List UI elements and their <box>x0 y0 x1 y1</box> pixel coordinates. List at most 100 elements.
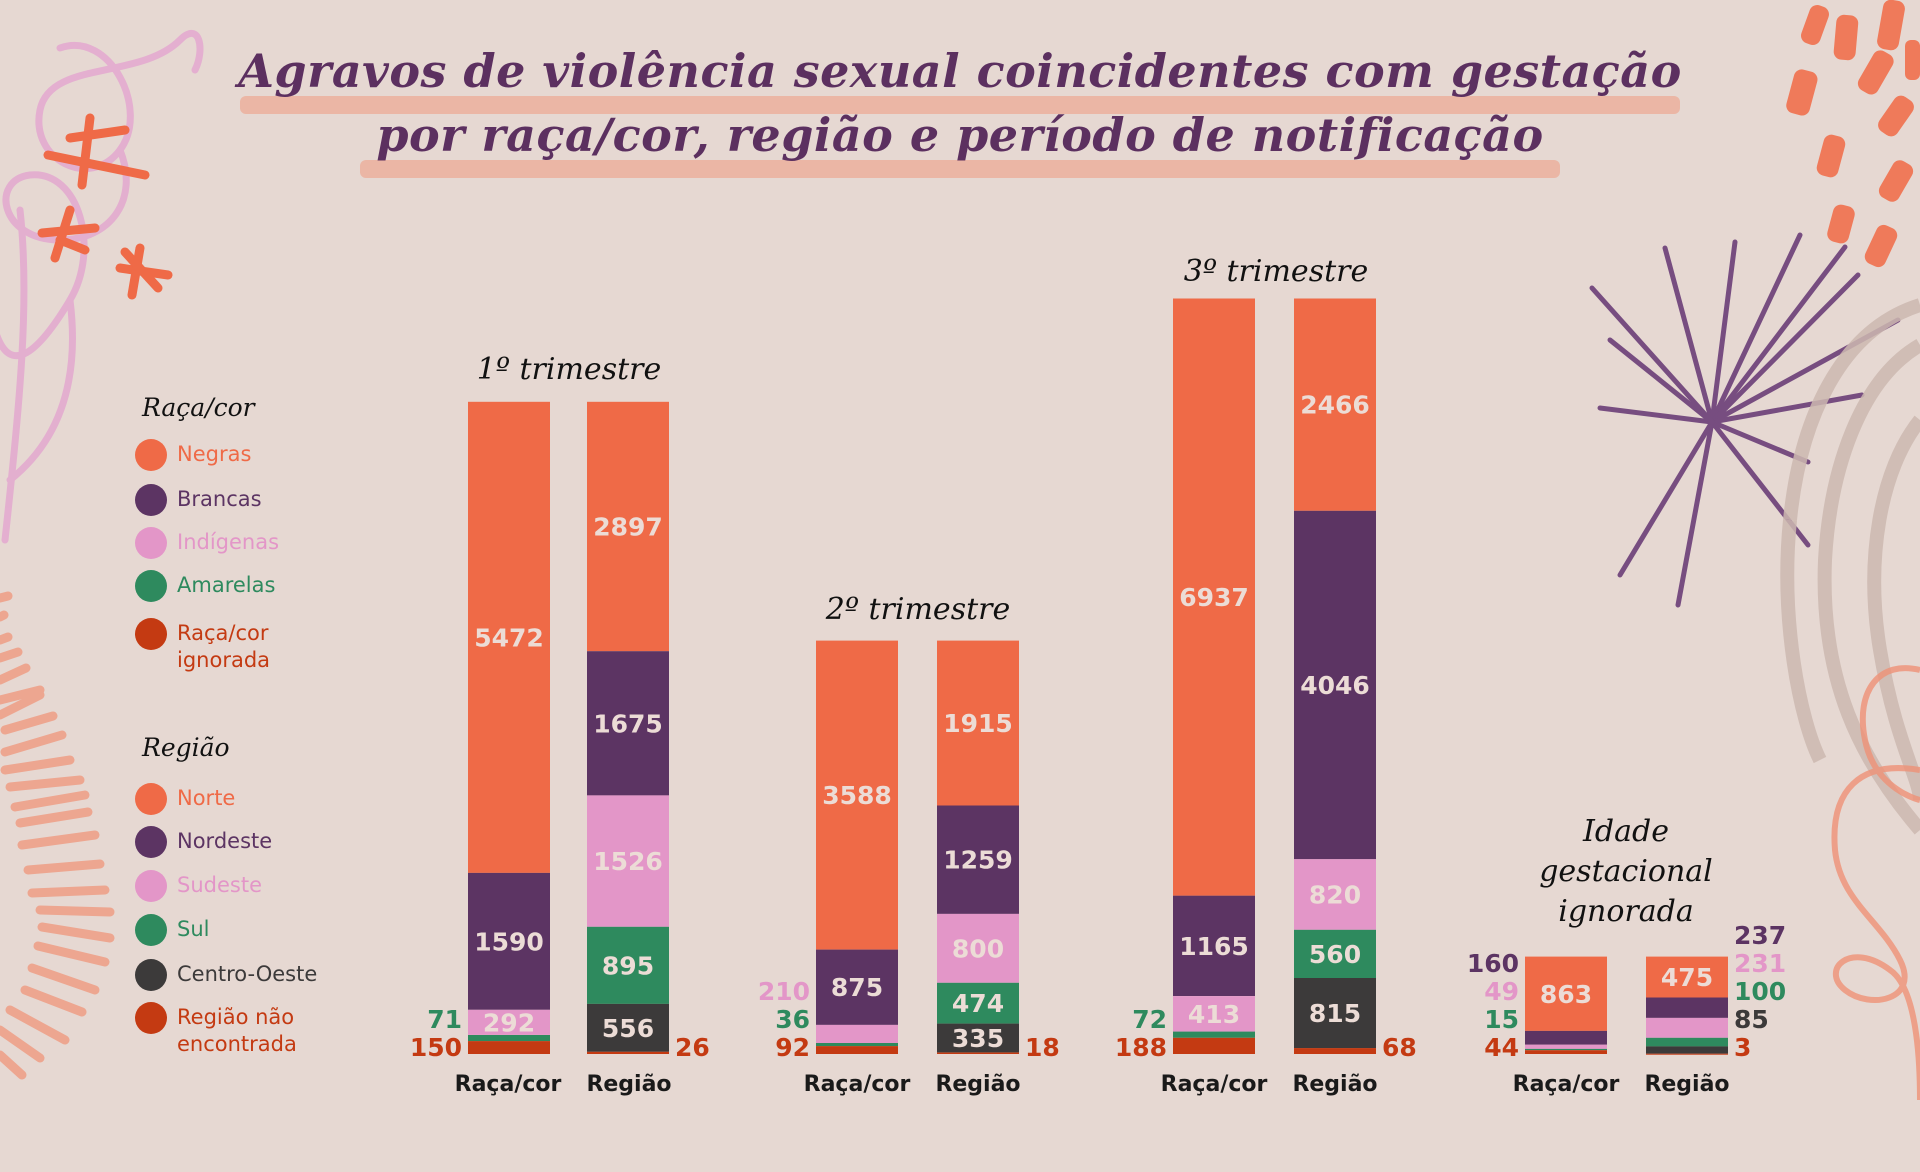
bar-segment-ind-genas <box>816 1024 898 1043</box>
bar-segment-centro-oeste <box>587 1003 669 1052</box>
side-value-label: 26 <box>675 1033 710 1062</box>
segment-value-label: 1590 <box>474 927 544 956</box>
side-value-label: 100 <box>1734 977 1786 1006</box>
legend-label: Amarelas <box>177 573 276 597</box>
bar-segment-ra-a-cor-ignorada <box>1525 1050 1607 1054</box>
legend-label: Região não encontrada <box>177 1005 297 1056</box>
legend-item-sudeste: Sudeste <box>135 870 262 902</box>
bar-segment-sudeste <box>1646 1017 1728 1038</box>
bar-segment-nordeste <box>587 651 669 796</box>
bar-segment-regi-o-n-o-encontrada <box>1646 1053 1728 1055</box>
side-value-label: 231 <box>1734 949 1786 978</box>
legend-swatch-icon <box>135 783 167 815</box>
axis-label-raca: Raça/cor <box>803 1072 911 1097</box>
legend-swatch-icon <box>135 618 167 650</box>
bar-segment-centro-oeste <box>1646 1046 1728 1054</box>
bar-segment-centro-oeste <box>1294 978 1376 1049</box>
bar-segment-ra-a-cor-ignorada <box>816 1046 898 1054</box>
legend-item-centro-oeste: Centro-Oeste <box>135 959 317 991</box>
bar-segment-ind-genas <box>1525 1044 1607 1049</box>
bar-segment-negras <box>816 640 898 950</box>
legend-item-norte: Norte <box>135 783 235 815</box>
legend-label: Norte <box>177 786 236 810</box>
legend-swatch-icon <box>135 527 167 559</box>
legend-item-amarelas: Amarelas <box>135 570 275 602</box>
legend-item-raca-ignorada: Raça/cor ignorada <box>135 618 297 674</box>
legend-label: Nordeste <box>177 829 273 853</box>
bar-segment-brancas <box>1173 895 1255 996</box>
side-value-label: 36 <box>775 1005 810 1034</box>
orange-star-icon <box>37 113 173 300</box>
axis-label-regiao: Região <box>586 1072 672 1097</box>
side-value-label: 150 <box>410 1033 462 1062</box>
legend-label: Brancas <box>177 487 262 511</box>
segment-value-label: 895 <box>602 951 654 980</box>
bar-segment-centro-oeste <box>937 1023 1019 1053</box>
segment-value-label: 4046 <box>1300 671 1370 700</box>
bar-segment-ind-genas <box>468 1009 550 1035</box>
orange-loop-doodle-icon <box>1831 665 1920 1101</box>
period-title-2-trimestre: 2º trimestre <box>825 592 1011 627</box>
segment-value-label: 1675 <box>593 709 663 738</box>
bar-segment-sudeste <box>937 913 1019 983</box>
legend-item-nordeste: Nordeste <box>135 826 272 858</box>
bar-segment-negras <box>468 401 550 873</box>
legend-swatch-icon <box>135 484 167 516</box>
side-value-label: 3 <box>1734 1033 1751 1062</box>
legend-item-negras: Negras <box>135 439 251 471</box>
period-title-3-trimestre: 3º trimestre <box>1183 254 1369 289</box>
bar-segment-sul <box>1294 929 1376 978</box>
segment-value-label: 335 <box>952 1024 1004 1053</box>
bar-segment-brancas <box>468 872 550 1010</box>
axis-label-regiao: Região <box>935 1072 1021 1097</box>
bar-segment-negras <box>1173 298 1255 896</box>
segment-value-label: 3588 <box>822 781 892 810</box>
side-value-label: 44 <box>1484 1033 1519 1062</box>
bar-segment-sul <box>937 982 1019 1024</box>
legend-swatch-icon <box>135 826 167 858</box>
bar-segment-regi-o-n-o-encontrada <box>587 1051 669 1054</box>
segment-value-label: 474 <box>952 989 1004 1018</box>
legend-item-sul: Sul <box>135 914 209 946</box>
segment-value-label: 2897 <box>593 513 663 542</box>
bar-segment-sul <box>587 926 669 1004</box>
side-value-label: 72 <box>1132 1005 1167 1034</box>
legend-swatch-icon <box>135 870 167 902</box>
axis-label-regiao: Região <box>1292 1072 1378 1097</box>
legend-item-regiao-nao-encontrada: Região não encontrada <box>135 1002 327 1058</box>
period-title-idade-ignorada: Idade gestacional ignorada <box>1539 814 1713 929</box>
title-highlight <box>360 160 1560 178</box>
bar-segment-sudeste <box>1294 859 1376 930</box>
side-value-label: 49 <box>1484 977 1519 1006</box>
bar-segment-regi-o-n-o-encontrada <box>1294 1048 1376 1054</box>
segment-value-label: 6937 <box>1179 583 1249 612</box>
segment-value-label: 2466 <box>1300 391 1370 420</box>
bar-segment-amarelas <box>816 1043 898 1047</box>
segment-value-label: 1259 <box>943 846 1013 875</box>
bar-segment-regi-o-n-o-encontrada <box>937 1052 1019 1054</box>
segment-value-label: 800 <box>952 934 1004 963</box>
bar-segment-nordeste <box>1294 510 1376 860</box>
segment-value-label: 815 <box>1309 999 1361 1028</box>
side-value-label: 160 <box>1467 949 1519 978</box>
legend-heading-raca: Raça/cor <box>142 393 255 422</box>
legend-swatch-icon <box>135 1002 167 1034</box>
bar-segment-sudeste <box>587 795 669 927</box>
legend-heading-regiao: Região <box>142 733 230 762</box>
legend-item-brancas: Brancas <box>135 484 262 516</box>
side-value-label: 18 <box>1025 1033 1060 1062</box>
orange-dashes-icon <box>1786 0 1920 268</box>
segment-value-label: 863 <box>1540 980 1592 1009</box>
orange-rays-icon <box>0 591 115 1080</box>
legend-swatch-icon <box>135 439 167 471</box>
segment-value-label: 5472 <box>474 623 544 652</box>
side-value-label: 85 <box>1734 1005 1769 1034</box>
bar-segment-norte <box>587 401 669 652</box>
segment-value-label: 875 <box>831 973 883 1002</box>
chart-title-line-1: Agravos de violência sexual coincidentes… <box>238 44 1682 98</box>
title-highlight <box>240 96 1680 114</box>
bar-segment-amarelas <box>1173 1031 1255 1038</box>
bar-segment-ind-genas <box>1173 996 1255 1032</box>
